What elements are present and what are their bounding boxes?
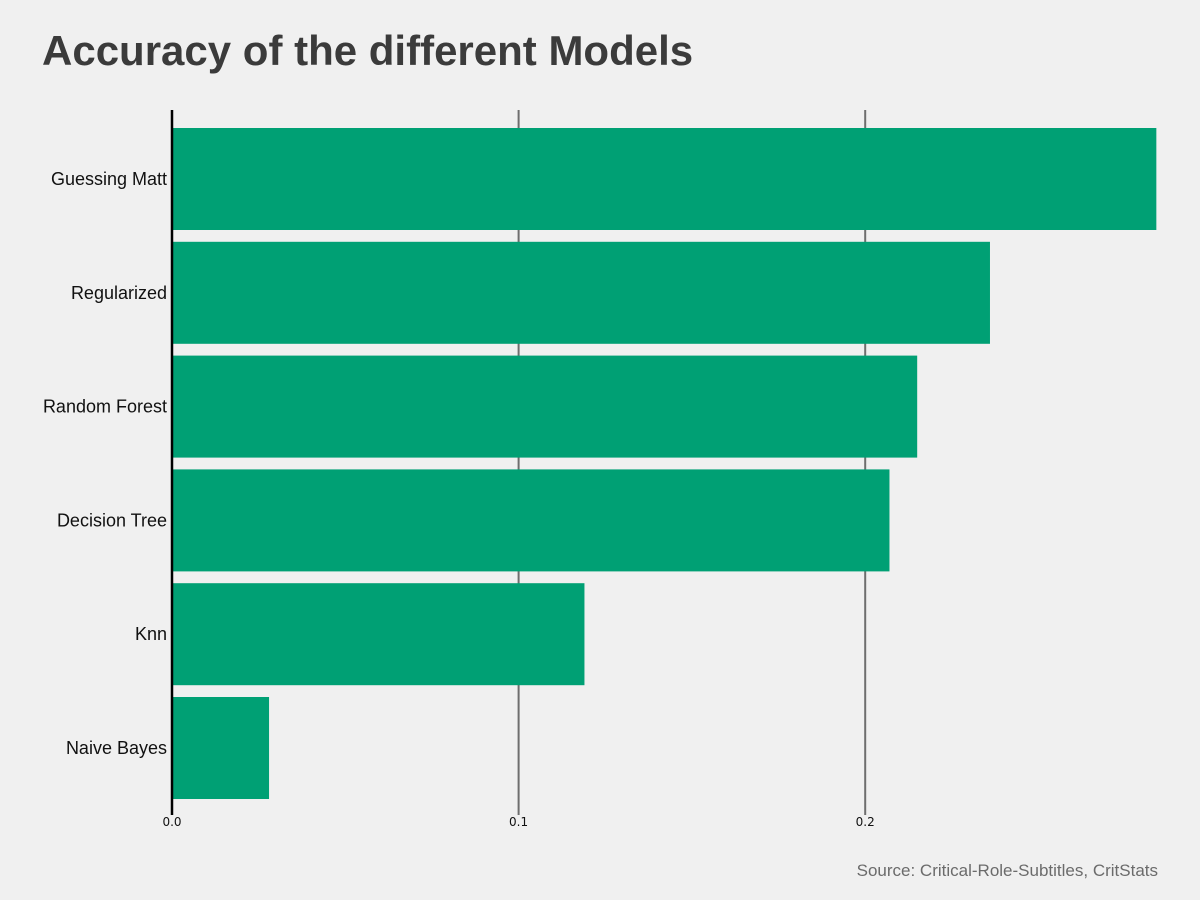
bar-guessing-matt — [172, 128, 1157, 230]
bar-random-forest — [172, 355, 918, 458]
bar-regularized — [172, 241, 990, 344]
category-label: Knn — [135, 624, 167, 644]
x-tick-label: 0.0 — [162, 815, 181, 829]
x-tick-labels: 0.0 0.1 0.2 — [162, 815, 874, 829]
category-labels: Guessing Matt Regularized Random Forest Dec… — [43, 169, 167, 758]
x-tick-label: 0.2 — [856, 815, 875, 829]
category-label: Guessing Matt — [51, 169, 167, 189]
category-label: Random Forest — [43, 397, 167, 417]
chart-title: Accuracy of the different Models — [42, 27, 694, 74]
bar-decision-tree — [172, 469, 890, 572]
x-tick-label: 0.1 — [509, 815, 528, 829]
category-label: Regularized — [71, 283, 167, 303]
bar-knn — [172, 583, 585, 686]
category-label: Naive Bayes — [66, 738, 167, 758]
bar-naive-bayes — [172, 697, 270, 799]
bars — [172, 128, 1157, 799]
category-label: Decision Tree — [57, 510, 167, 530]
chart-source: Source: Critical-Role-Subtitles, CritSta… — [856, 861, 1158, 880]
